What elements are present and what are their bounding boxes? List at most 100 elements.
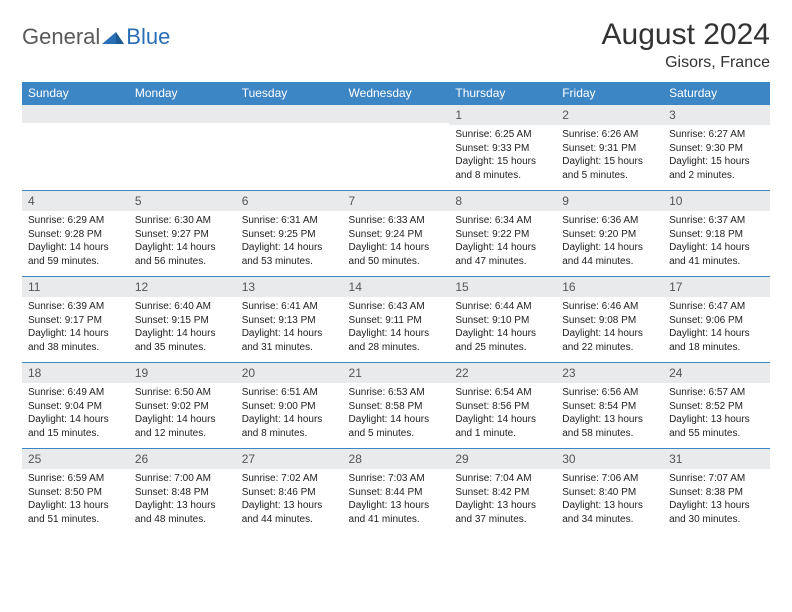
day-sunset: Sunset: 9:02 PM [135, 400, 230, 414]
week-row: 1Sunrise: 6:25 AMSunset: 9:33 PMDaylight… [22, 105, 770, 191]
day-day1: Daylight: 15 hours [455, 155, 550, 169]
day-sunrise: Sunrise: 6:29 AM [28, 214, 123, 228]
day-number: 4 [22, 191, 129, 211]
day-cell: 17Sunrise: 6:47 AMSunset: 9:06 PMDayligh… [663, 277, 770, 363]
day-number: 28 [343, 449, 450, 469]
day-sunset: Sunset: 9:30 PM [669, 142, 764, 156]
day-number [22, 105, 129, 123]
day-sunrise: Sunrise: 6:44 AM [455, 300, 550, 314]
day-sunrise: Sunrise: 6:50 AM [135, 386, 230, 400]
day-day1: Daylight: 14 hours [669, 327, 764, 341]
day-sunset: Sunset: 9:18 PM [669, 228, 764, 242]
day-body: Sunrise: 6:36 AMSunset: 9:20 PMDaylight:… [556, 211, 663, 272]
day-number: 23 [556, 363, 663, 383]
day-day1: Daylight: 13 hours [349, 499, 444, 513]
day-number: 1 [449, 105, 556, 125]
day-number [236, 105, 343, 123]
day-cell [343, 105, 450, 191]
day-day1: Daylight: 14 hours [562, 241, 657, 255]
day-cell: 18Sunrise: 6:49 AMSunset: 9:04 PMDayligh… [22, 363, 129, 449]
week-row: 18Sunrise: 6:49 AMSunset: 9:04 PMDayligh… [22, 363, 770, 449]
day-day2: and 8 minutes. [242, 427, 337, 441]
day-day1: Daylight: 14 hours [349, 241, 444, 255]
day-cell: 13Sunrise: 6:41 AMSunset: 9:13 PMDayligh… [236, 277, 343, 363]
day-sunset: Sunset: 9:22 PM [455, 228, 550, 242]
day-day1: Daylight: 14 hours [135, 413, 230, 427]
day-sunrise: Sunrise: 7:07 AM [669, 472, 764, 486]
day-cell: 10Sunrise: 6:37 AMSunset: 9:18 PMDayligh… [663, 191, 770, 277]
day-body: Sunrise: 6:56 AMSunset: 8:54 PMDaylight:… [556, 383, 663, 444]
day-sunrise: Sunrise: 6:41 AM [242, 300, 337, 314]
day-body: Sunrise: 7:06 AMSunset: 8:40 PMDaylight:… [556, 469, 663, 530]
day-day1: Daylight: 14 hours [242, 413, 337, 427]
dayname-tue: Tuesday [236, 82, 343, 105]
day-sunrise: Sunrise: 7:03 AM [349, 472, 444, 486]
day-day2: and 25 minutes. [455, 341, 550, 355]
day-day2: and 12 minutes. [135, 427, 230, 441]
day-sunrise: Sunrise: 6:54 AM [455, 386, 550, 400]
day-day1: Daylight: 14 hours [349, 413, 444, 427]
day-day1: Daylight: 14 hours [28, 413, 123, 427]
day-number: 11 [22, 277, 129, 297]
day-day2: and 8 minutes. [455, 169, 550, 183]
day-sunrise: Sunrise: 6:47 AM [669, 300, 764, 314]
day-body: Sunrise: 6:34 AMSunset: 9:22 PMDaylight:… [449, 211, 556, 272]
day-body: Sunrise: 6:25 AMSunset: 9:33 PMDaylight:… [449, 125, 556, 186]
day-day1: Daylight: 13 hours [562, 413, 657, 427]
day-sunset: Sunset: 9:15 PM [135, 314, 230, 328]
day-sunset: Sunset: 9:11 PM [349, 314, 444, 328]
day-body [129, 123, 236, 130]
brand-logo: General Blue [22, 18, 170, 50]
day-sunset: Sunset: 9:04 PM [28, 400, 123, 414]
day-number [343, 105, 450, 123]
day-body: Sunrise: 6:57 AMSunset: 8:52 PMDaylight:… [663, 383, 770, 444]
day-sunrise: Sunrise: 6:26 AM [562, 128, 657, 142]
day-cell: 20Sunrise: 6:51 AMSunset: 9:00 PMDayligh… [236, 363, 343, 449]
day-sunset: Sunset: 9:28 PM [28, 228, 123, 242]
day-body: Sunrise: 7:07 AMSunset: 8:38 PMDaylight:… [663, 469, 770, 530]
day-sunset: Sunset: 9:13 PM [242, 314, 337, 328]
day-number: 6 [236, 191, 343, 211]
day-number: 30 [556, 449, 663, 469]
day-day1: Daylight: 13 hours [135, 499, 230, 513]
day-number: 21 [343, 363, 450, 383]
day-number: 25 [22, 449, 129, 469]
day-day2: and 2 minutes. [669, 169, 764, 183]
day-day2: and 28 minutes. [349, 341, 444, 355]
day-sunset: Sunset: 9:08 PM [562, 314, 657, 328]
day-cell: 24Sunrise: 6:57 AMSunset: 8:52 PMDayligh… [663, 363, 770, 449]
day-cell: 12Sunrise: 6:40 AMSunset: 9:15 PMDayligh… [129, 277, 236, 363]
day-day2: and 50 minutes. [349, 255, 444, 269]
day-day1: Daylight: 14 hours [455, 413, 550, 427]
day-sunrise: Sunrise: 6:30 AM [135, 214, 230, 228]
day-day2: and 55 minutes. [669, 427, 764, 441]
day-sunrise: Sunrise: 6:37 AM [669, 214, 764, 228]
day-number: 17 [663, 277, 770, 297]
day-sunset: Sunset: 8:44 PM [349, 486, 444, 500]
day-body: Sunrise: 6:41 AMSunset: 9:13 PMDaylight:… [236, 297, 343, 358]
day-number: 7 [343, 191, 450, 211]
day-number: 22 [449, 363, 556, 383]
day-number: 12 [129, 277, 236, 297]
day-sunset: Sunset: 9:10 PM [455, 314, 550, 328]
day-day1: Daylight: 13 hours [28, 499, 123, 513]
day-day1: Daylight: 14 hours [242, 327, 337, 341]
day-day2: and 1 minute. [455, 427, 550, 441]
day-day1: Daylight: 14 hours [349, 327, 444, 341]
day-cell [236, 105, 343, 191]
day-day1: Daylight: 15 hours [562, 155, 657, 169]
day-sunset: Sunset: 8:50 PM [28, 486, 123, 500]
day-sunset: Sunset: 9:33 PM [455, 142, 550, 156]
day-cell: 30Sunrise: 7:06 AMSunset: 8:40 PMDayligh… [556, 449, 663, 535]
day-body: Sunrise: 6:27 AMSunset: 9:30 PMDaylight:… [663, 125, 770, 186]
day-body: Sunrise: 6:30 AMSunset: 9:27 PMDaylight:… [129, 211, 236, 272]
day-cell: 25Sunrise: 6:59 AMSunset: 8:50 PMDayligh… [22, 449, 129, 535]
day-body: Sunrise: 7:03 AMSunset: 8:44 PMDaylight:… [343, 469, 450, 530]
day-number: 14 [343, 277, 450, 297]
day-cell [129, 105, 236, 191]
title-block: August 2024 Gisors, France [602, 18, 770, 72]
day-cell: 4Sunrise: 6:29 AMSunset: 9:28 PMDaylight… [22, 191, 129, 277]
day-body: Sunrise: 6:54 AMSunset: 8:56 PMDaylight:… [449, 383, 556, 444]
day-sunset: Sunset: 8:54 PM [562, 400, 657, 414]
day-day1: Daylight: 14 hours [28, 327, 123, 341]
